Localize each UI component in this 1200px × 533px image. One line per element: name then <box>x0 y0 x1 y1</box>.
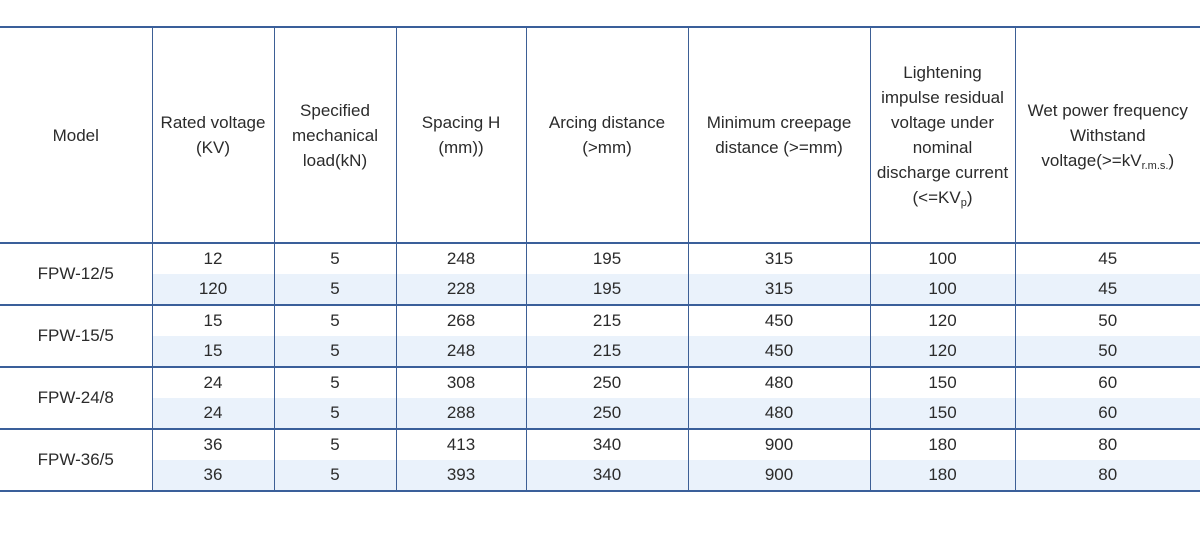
cell-creepage: 480 <box>687 366 871 398</box>
table-row: 36 5 393 340 900 180 80 <box>0 460 1200 491</box>
cell-arcing: 215 <box>525 336 689 367</box>
cell-creepage: 450 <box>687 336 871 367</box>
cell-wet: 80 <box>1014 428 1200 460</box>
cell-load: 5 <box>273 428 397 460</box>
cell-wet: 50 <box>1014 304 1200 336</box>
header-creepage-distance: Minimum creepage distance (>=mm) <box>687 27 871 244</box>
cell-load: 5 <box>273 336 397 367</box>
cell-impulse: 120 <box>869 304 1016 336</box>
cell-creepage: 315 <box>687 243 871 274</box>
model-cell: FPW-15/5 <box>0 304 153 367</box>
cell-creepage: 900 <box>687 428 871 460</box>
cell-spacing: 413 <box>395 428 527 460</box>
cell-spacing: 248 <box>395 243 527 274</box>
cell-rated: 36 <box>151 428 275 460</box>
cell-rated: 12 <box>151 243 275 274</box>
table-row: 15 5 248 215 450 120 50 <box>0 336 1200 367</box>
cell-rated: 24 <box>151 398 275 429</box>
cell-rated: 24 <box>151 366 275 398</box>
cell-load: 5 <box>273 304 397 336</box>
cell-rated: 120 <box>151 274 275 305</box>
model-cell: FPW-12/5 <box>0 243 153 305</box>
cell-wet: 60 <box>1014 398 1200 429</box>
cell-load: 5 <box>273 366 397 398</box>
cell-rated: 36 <box>151 460 275 491</box>
cell-spacing: 393 <box>395 460 527 491</box>
table-row: 24 5 288 250 480 150 60 <box>0 398 1200 429</box>
cell-spacing: 308 <box>395 366 527 398</box>
header-rated-voltage: Rated voltage (KV) <box>151 27 275 244</box>
model-cell: FPW-24/8 <box>0 366 153 429</box>
header-model: Model <box>0 27 153 244</box>
cell-impulse: 100 <box>869 274 1016 305</box>
cell-impulse: 150 <box>869 366 1016 398</box>
cell-wet: 50 <box>1014 336 1200 367</box>
header-lightening-impulse: Lightening impulse residual voltage unde… <box>869 27 1016 244</box>
cell-spacing: 268 <box>395 304 527 336</box>
cell-creepage: 480 <box>687 398 871 429</box>
table-row: FPW-15/5 15 5 268 215 450 120 50 <box>0 304 1200 367</box>
cell-load: 5 <box>273 460 397 491</box>
cell-wet: 45 <box>1014 243 1200 274</box>
table-row: FPW-12/5 12 5 248 195 315 100 45 <box>0 243 1200 305</box>
cell-rated: 15 <box>151 336 275 367</box>
cell-arcing: 195 <box>525 243 689 274</box>
cell-arcing: 340 <box>525 460 689 491</box>
cell-creepage: 315 <box>687 274 871 305</box>
cell-spacing: 228 <box>395 274 527 305</box>
cell-wet: 60 <box>1014 366 1200 398</box>
model-cell: FPW-36/5 <box>0 428 153 491</box>
cell-rated: 15 <box>151 304 275 336</box>
cell-wet: 45 <box>1014 274 1200 305</box>
cell-load: 5 <box>273 398 397 429</box>
cell-impulse: 150 <box>869 398 1016 429</box>
cell-wet: 80 <box>1014 460 1200 491</box>
cell-impulse: 180 <box>869 460 1016 491</box>
table-row: 120 5 228 195 315 100 45 <box>0 274 1200 305</box>
cell-arcing: 250 <box>525 398 689 429</box>
table-row: FPW-36/5 36 5 413 340 900 180 80 <box>0 428 1200 491</box>
cell-spacing: 248 <box>395 336 527 367</box>
cell-load: 5 <box>273 243 397 274</box>
cell-arcing: 340 <box>525 428 689 460</box>
table-body: FPW-12/5 12 5 248 195 315 100 45 120 5 228 195 315 10… <box>0 243 1200 491</box>
cell-impulse: 120 <box>869 336 1016 367</box>
cell-impulse: 100 <box>869 243 1016 274</box>
cell-load: 5 <box>273 274 397 305</box>
cell-spacing: 288 <box>395 398 527 429</box>
cell-creepage: 450 <box>687 304 871 336</box>
header-wet-power-frequency: Wet power frequency Withstand voltage(>=… <box>1014 27 1200 244</box>
cell-arcing: 215 <box>525 304 689 336</box>
header-row: Model Rated voltage (KV) Specified mecha… <box>0 27 1200 244</box>
table-row: FPW-24/8 24 5 308 250 480 150 60 <box>0 366 1200 429</box>
cell-impulse: 180 <box>869 428 1016 460</box>
header-arcing-distance: Arcing distance (>mm) <box>525 27 689 244</box>
spec-table: Model Rated voltage (KV) Specified mecha… <box>0 26 1200 492</box>
cell-arcing: 195 <box>525 274 689 305</box>
header-mechanical-load: Specified mechanical load(kN) <box>273 27 397 244</box>
cell-creepage: 900 <box>687 460 871 491</box>
cell-arcing: 250 <box>525 366 689 398</box>
header-spacing: Spacing H (mm)) <box>395 27 527 244</box>
